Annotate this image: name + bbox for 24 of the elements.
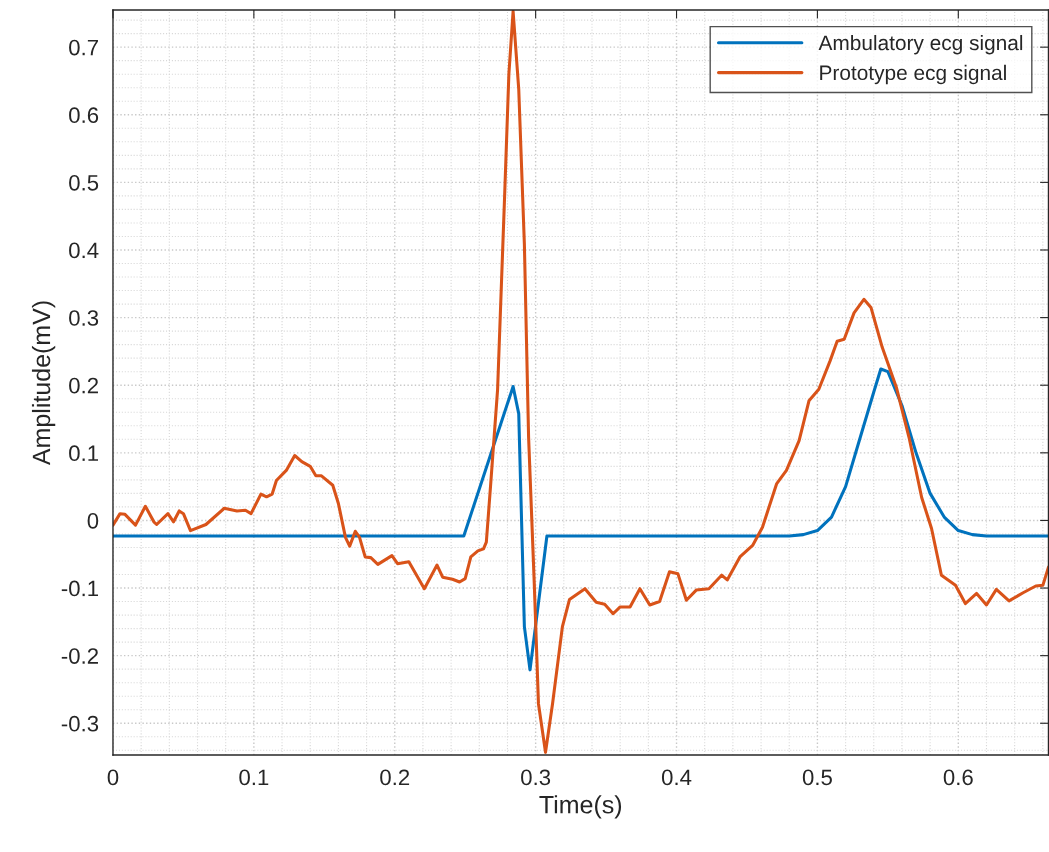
y-tick-label: 0.6 [69, 107, 99, 124]
y-tick-label: 0.4 [69, 242, 99, 259]
x-tick-label: 0.2 [380, 769, 410, 786]
x-tick-label: 0.3 [521, 769, 551, 786]
legend-label: Ambulatory ecg signal [818, 34, 1023, 55]
x-tick-label: 0.6 [943, 769, 973, 786]
x-tick-label: 0.1 [239, 769, 269, 786]
y-tick-label: 0.7 [69, 39, 98, 56]
y-tick-label: -0.1 [61, 580, 99, 597]
y-tick-label: 0.3 [69, 310, 99, 326]
y-tick-label: -0.2 [61, 648, 98, 664]
line-series [112, 9, 1049, 754]
x-tick-label: 0 [107, 769, 119, 786]
y-tick-label: 0 [87, 512, 99, 529]
y-axis-title: Amplitude(mV) [31, 301, 56, 466]
x-tick-label: 0.5 [802, 769, 832, 786]
legend-label: Prototype ecg signal [820, 64, 1006, 85]
x-axis-title: Time(s) [539, 795, 622, 819]
y-tick-label: 0.2 [69, 377, 98, 394]
y-tick-label: 0.5 [69, 174, 99, 191]
y-tick-label: -0.3 [61, 715, 99, 732]
x-tick-label: 0.4 [661, 769, 692, 786]
line-series [112, 367, 1049, 672]
y-tick-label: 0.1 [69, 445, 99, 462]
